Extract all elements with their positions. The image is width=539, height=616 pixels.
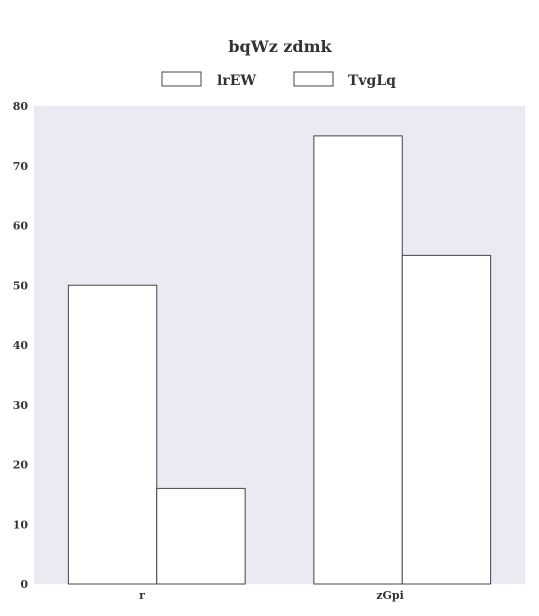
bar-tvglq-r <box>156 487 246 585</box>
y-axis: 0 10 20 30 40 50 60 70 80 <box>13 100 29 591</box>
y-tick-label-30: 30 <box>13 399 29 412</box>
y-tick-label-50: 50 <box>13 279 29 292</box>
y-tick-label-80: 80 <box>13 100 29 113</box>
y-tick-label-60: 60 <box>13 220 29 233</box>
legend-label-series-1: lrEW <box>217 73 256 89</box>
x-tick-label-zgpi: zGpi <box>376 589 404 602</box>
bar-lrew-zgpi <box>313 135 403 585</box>
legend-label-series-2: TvgLq <box>348 73 396 89</box>
bars <box>67 135 492 585</box>
bar-tvglq-zgpi <box>401 254 492 585</box>
y-tick-label-70: 70 <box>13 160 29 173</box>
chart-title: bqWz zdmk <box>228 37 332 56</box>
legend-swatch-series-1 <box>161 71 202 87</box>
y-tick-label-0: 0 <box>20 578 28 591</box>
x-tick-label-r: r <box>139 589 145 602</box>
bar-lrew-r <box>67 284 158 585</box>
y-tick-label-20: 20 <box>13 459 29 472</box>
x-axis: r zGpi <box>139 589 404 602</box>
legend: lrEW TvgLq <box>161 71 396 89</box>
y-tick-label-40: 40 <box>13 339 29 352</box>
y-tick-label-10: 10 <box>13 518 29 531</box>
legend-swatch-series-2 <box>293 71 334 87</box>
